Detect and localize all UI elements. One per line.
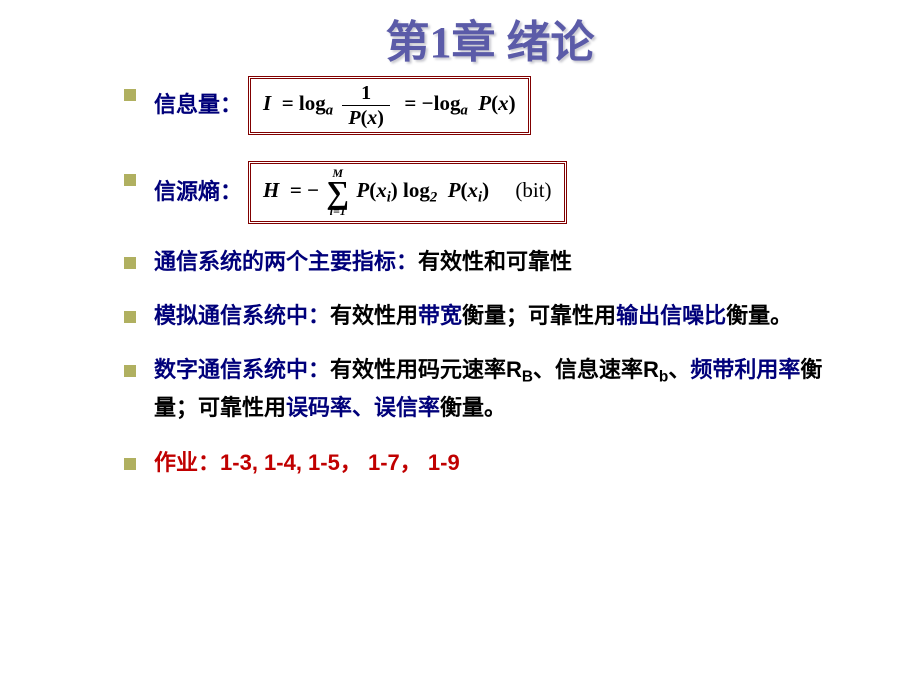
entropy-label: 信源熵： xyxy=(154,174,242,210)
entropy-formula-box: H = − M ∑ i=1 P(xi) log2 P(xi) (bit) xyxy=(248,161,567,224)
f-frac-x: x xyxy=(367,107,377,129)
analog-b4: 输出信噪比 xyxy=(616,303,726,328)
homework-body: 1-3, 1-4, 1-5， 1-7， 1-9 xyxy=(220,450,460,475)
f-P2b: P xyxy=(448,178,461,202)
homework-label: 作业： xyxy=(154,450,220,475)
bullet-homework: 作业：1-3, 1-4, 1-5， 1-7， 1-9 xyxy=(120,445,860,481)
f-frac-P: P xyxy=(348,107,360,129)
digital-b3a: 频带利用率 xyxy=(690,357,800,382)
digital-RB: B xyxy=(522,369,533,386)
digital-b1: 有效性用码元速率R xyxy=(330,357,522,382)
f-frac-den: P(x) xyxy=(342,106,390,128)
digital-b3: 、 xyxy=(668,357,690,382)
info-amount-label: 信息量： xyxy=(154,87,242,123)
analog-b1: 有效性用 xyxy=(330,303,418,328)
f-frac-num: 1 xyxy=(342,83,390,106)
metrics-body: 有效性和可靠性 xyxy=(418,249,572,274)
bullet-digital: 数字通信系统中：有效性用码元速率RB、信息速率Rb、频带利用率衡量；可靠性用误码… xyxy=(120,352,860,426)
f-sum: M ∑ i=1 xyxy=(326,168,349,217)
bullet-entropy: 信源熵： H = − M ∑ i=1 P(xi) log2 P(xi) xyxy=(120,161,860,224)
f-eq2: = −log xyxy=(399,91,460,115)
bullet-list: 信息量： I = loga 1 P(x) = −loga P(x) xyxy=(120,76,860,481)
digital-prefix: 数字通信系统中： xyxy=(154,357,330,382)
bullet-info-amount: 信息量： I = loga 1 P(x) = −loga P(x) xyxy=(120,76,860,135)
f-i2: i xyxy=(478,190,482,206)
digital-Rb: b xyxy=(659,369,668,386)
f-suba: a xyxy=(326,103,333,119)
f-P2: P xyxy=(478,91,491,115)
slide-title: 第1章 绪论 xyxy=(120,0,860,76)
f-H: H xyxy=(263,178,279,202)
f-x2: x xyxy=(498,91,509,115)
f-log2: log xyxy=(403,178,430,202)
digital-b2: 、信息速率R xyxy=(533,357,659,382)
f-I: I xyxy=(263,91,271,115)
f-frac: 1 P(x) xyxy=(342,83,390,128)
bullet-metrics: 通信系统的两个主要指标：有效性和可靠性 xyxy=(120,244,860,280)
info-amount-formula-box: I = loga 1 P(x) = −loga P(x) xyxy=(248,76,531,135)
bullet-analog: 模拟通信系统中：有效性用带宽衡量；可靠性用输出信噪比衡量。 xyxy=(120,298,860,334)
f-sum-bot: i=1 xyxy=(326,206,349,217)
f-eq1: = log xyxy=(276,91,325,115)
f-xi2: x xyxy=(468,178,479,202)
f-P1b: P xyxy=(356,178,369,202)
analog-prefix: 模拟通信系统中： xyxy=(154,303,330,328)
digital-b6: 衡量。 xyxy=(440,395,506,420)
analog-b2: 带宽 xyxy=(418,303,462,328)
analog-b3: 衡量；可靠性用 xyxy=(462,303,616,328)
f-log2-sub: 2 xyxy=(430,190,437,206)
analog-b5: 衡量。 xyxy=(726,303,792,328)
f-xi1: x xyxy=(376,178,387,202)
slide: 第1章 绪论 信息量： I = loga 1 P(x) xyxy=(0,0,920,690)
metrics-prefix: 通信系统的两个主要指标： xyxy=(154,249,418,274)
f-sum-sym: ∑ xyxy=(326,179,349,206)
f-unit: (bit) xyxy=(515,178,551,202)
f-i1: i xyxy=(387,190,391,206)
f-suba2: a xyxy=(460,103,467,119)
digital-b5: 误码率、误信率 xyxy=(286,395,440,420)
